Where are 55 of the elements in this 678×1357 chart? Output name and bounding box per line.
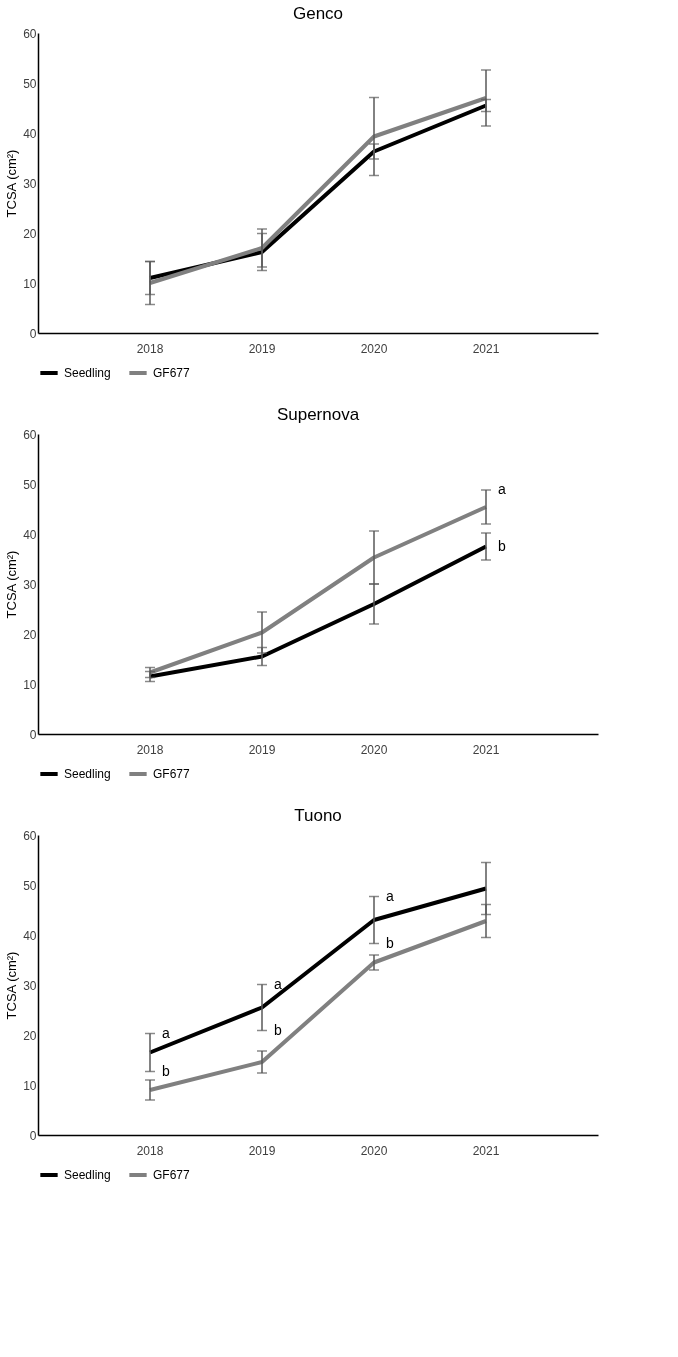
y-axis-title: TCSA (cm²): [4, 550, 20, 619]
annotation: b: [498, 537, 506, 554]
chart-title: Genco: [292, 4, 344, 23]
y-tick-label: 40: [23, 527, 37, 542]
legend-label: GF677: [153, 366, 191, 380]
y-tick-label: 60: [23, 828, 37, 843]
y-tick-label: 50: [23, 76, 37, 91]
x-tick-label: 2018: [136, 341, 164, 356]
x-tick-label: 2019: [248, 341, 276, 356]
y-tick-label: 20: [23, 627, 37, 642]
annotation: b: [386, 934, 394, 951]
y-axis-title: TCSA (cm²): [4, 951, 20, 1020]
y-tick-label: 40: [23, 126, 37, 141]
y-tick-label: 0: [29, 727, 37, 742]
y-tick-label: 0: [29, 326, 37, 341]
legend-label: Seedling: [64, 1168, 111, 1182]
y-tick-label: 50: [23, 878, 37, 893]
x-tick-label: 2020: [360, 341, 388, 356]
y-axis-title: TCSA (cm²): [4, 149, 20, 218]
annotation: b: [162, 1062, 170, 1079]
legend-label: Seedling: [64, 366, 111, 380]
y-tick-label: 10: [23, 1078, 37, 1093]
y-tick-label: 50: [23, 477, 37, 492]
y-tick-label: 0: [29, 1128, 37, 1143]
y-tick-label: 10: [23, 677, 37, 692]
y-tick-label: 30: [23, 176, 37, 191]
x-tick-label: 2021: [472, 742, 500, 757]
annotation: a: [162, 1024, 170, 1041]
legend-label: GF677: [153, 1168, 191, 1182]
x-tick-label: 2018: [136, 1143, 164, 1158]
x-tick-label: 2019: [248, 742, 276, 757]
x-tick-label: 2018: [136, 742, 164, 757]
y-tick-label: 10: [23, 276, 37, 291]
y-tick-label: 30: [23, 978, 37, 993]
legend-label: GF677: [153, 767, 191, 781]
x-tick-label: 2020: [360, 742, 388, 757]
line-series: [148, 919, 488, 1092]
legend-label: Seedling: [64, 767, 111, 781]
y-tick-label: 20: [23, 226, 37, 241]
line-series: [148, 886, 488, 1055]
x-tick-label: 2020: [360, 1143, 388, 1158]
annotation: b: [274, 1021, 282, 1038]
y-tick-label: 30: [23, 577, 37, 592]
annotation: a: [274, 975, 282, 992]
x-tick-label: 2021: [472, 1143, 500, 1158]
x-tick-label: 2021: [472, 341, 500, 356]
annotation: a: [498, 481, 506, 497]
x-tick-label: 2019: [248, 1143, 276, 1158]
chart-title: Tuono: [294, 806, 342, 825]
y-tick-label: 20: [23, 1028, 37, 1043]
y-tick-label: 60: [23, 427, 37, 442]
annotation: a: [386, 887, 394, 904]
y-tick-label: 40: [23, 928, 37, 943]
y-tick-label: 60: [23, 26, 37, 41]
chart-title: Supernova: [276, 405, 360, 424]
